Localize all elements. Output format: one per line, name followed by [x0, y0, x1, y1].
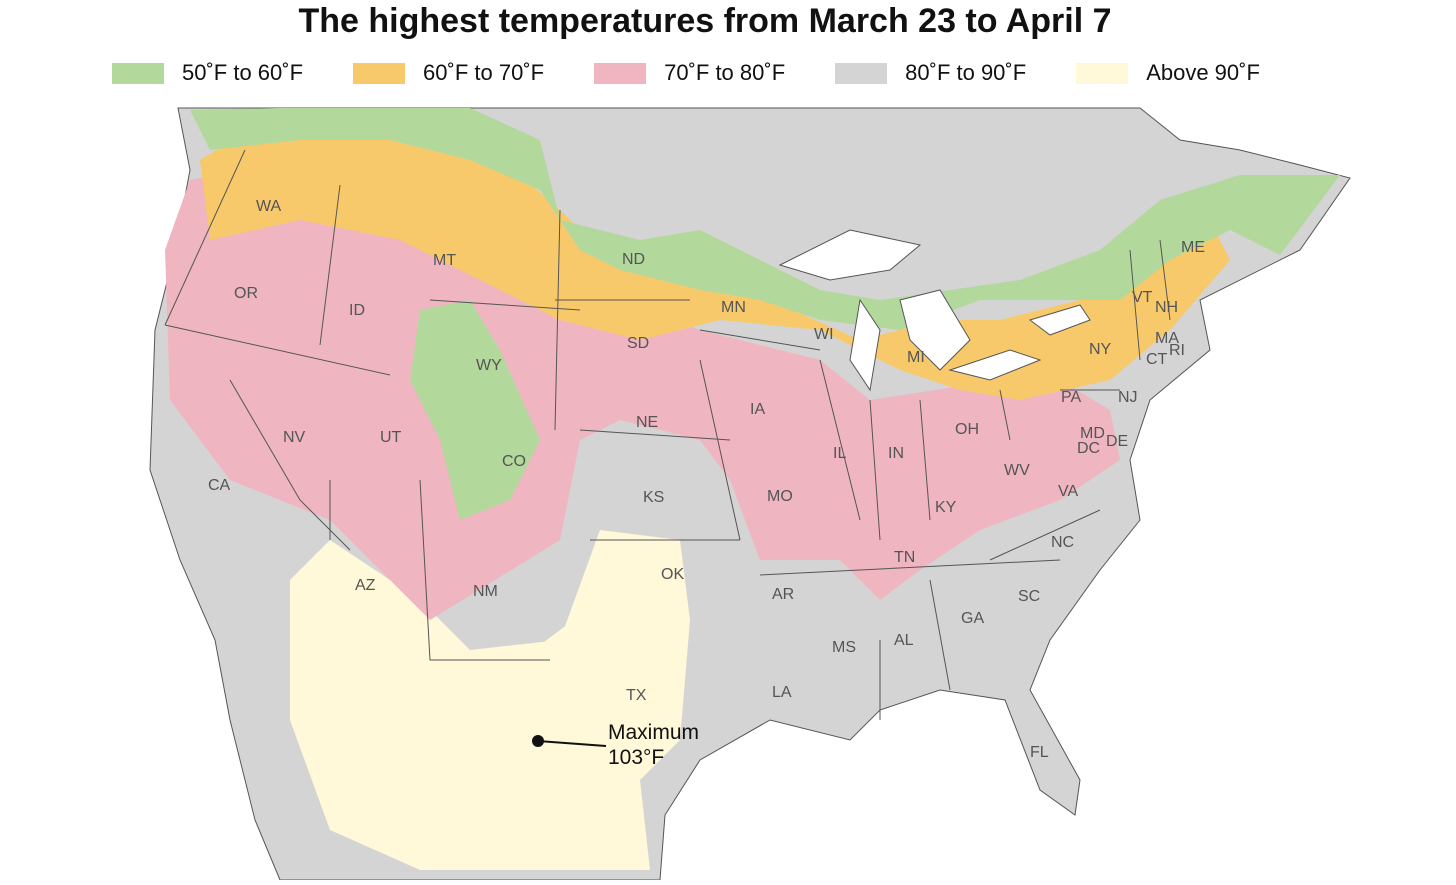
- state-label-al: AL: [894, 632, 914, 649]
- legend-swatch: [1076, 62, 1129, 84]
- legend-item-50-60: 50˚F to 60˚F: [112, 60, 303, 86]
- state-label-ne: NE: [636, 414, 658, 431]
- state-label-nd: ND: [622, 251, 645, 268]
- legend-label: Above 90˚F: [1146, 60, 1260, 85]
- legend-item-80-90: 80˚F to 90˚F: [835, 60, 1026, 86]
- state-label-az: AZ: [355, 577, 376, 594]
- legend-item-70-80: 70˚F to 80˚F: [594, 60, 785, 86]
- map-title: The highest temperatures from March 23 t…: [298, 2, 1112, 40]
- state-label-id: ID: [349, 302, 365, 319]
- state-label-dc: DC: [1077, 440, 1100, 457]
- state-label-nv: NV: [283, 429, 306, 446]
- state-label-ar: AR: [772, 586, 794, 603]
- state-label-vt: VT: [1132, 289, 1153, 306]
- legend-label: 60˚F to 70˚F: [423, 60, 545, 85]
- state-label-la: LA: [772, 684, 792, 701]
- zone-50-60-rockies: [410, 300, 540, 520]
- annotation-line-1: Maximum: [608, 721, 699, 744]
- state-label-nh: NH: [1155, 299, 1178, 316]
- annotation-line-2: 103°F: [608, 746, 664, 769]
- legend-swatch: [112, 62, 164, 84]
- great-lakes: [778, 229, 1091, 392]
- state-label-pa: PA: [1061, 389, 1081, 406]
- state-label-ia: IA: [750, 401, 765, 418]
- annotation-leader-line: [537, 740, 607, 747]
- state-label-ok: OK: [661, 566, 684, 583]
- state-label-ut: UT: [380, 429, 402, 446]
- state-label-ma: MA: [1155, 330, 1179, 347]
- legend-swatch: [835, 62, 888, 84]
- state-label-or: OR: [234, 285, 258, 302]
- zone-50-60: [190, 108, 1340, 330]
- state-label-ct: CT: [1146, 351, 1168, 368]
- state-label-mi: MI: [907, 349, 925, 366]
- legend: 50˚F to 60˚F 60˚F to 70˚F 70˚F to 80˚F 8…: [112, 60, 1310, 86]
- state-label-wv: WV: [1004, 462, 1030, 479]
- legend-item-above-90: Above 90˚F: [1076, 60, 1260, 86]
- zone-above-90-texas: [500, 600, 680, 800]
- legend-swatch: [353, 62, 406, 84]
- legend-label: 50˚F to 60˚F: [182, 60, 304, 85]
- state-label-ny: NY: [1089, 341, 1112, 358]
- max-temp-annotation: Maximum 103°F: [532, 721, 699, 769]
- state-label-nm: NM: [473, 583, 498, 600]
- state-label-de: DE: [1106, 433, 1128, 450]
- state-label-ga: GA: [961, 610, 984, 627]
- legend-swatch: [594, 62, 647, 84]
- state-label-co: CO: [502, 453, 526, 470]
- state-label-mo: MO: [767, 488, 793, 505]
- state-label-wi: WI: [814, 326, 834, 343]
- state-label-fl: FL: [1030, 744, 1049, 761]
- legend-label: 80˚F to 90˚F: [905, 60, 1027, 85]
- state-label-tn: TN: [894, 549, 915, 566]
- state-label-ky: KY: [935, 499, 957, 516]
- zone-60-70: [200, 120, 1230, 400]
- state-label-me: ME: [1181, 239, 1205, 256]
- state-label-wy: WY: [476, 357, 502, 374]
- state-label-sd: SD: [627, 335, 649, 352]
- state-label-mt: MT: [433, 252, 456, 269]
- state-label-ri: RI: [1169, 342, 1185, 359]
- state-label-nj: NJ: [1118, 389, 1138, 406]
- temperature-map: WA OR CA ID MT WY NV UT CO AZ NM ND SD N…: [149, 107, 1351, 880]
- state-label-nc: NC: [1051, 534, 1074, 551]
- zone-70-80: [165, 160, 1120, 620]
- legend-item-60-70: 60˚F to 70˚F: [353, 60, 544, 86]
- state-labels: WA OR CA ID MT WY NV UT CO AZ NM ND SD N…: [208, 198, 1205, 761]
- state-label-sc: SC: [1018, 588, 1040, 605]
- state-label-oh: OH: [955, 421, 979, 438]
- state-label-mn: MN: [721, 299, 746, 316]
- legend-label: 70˚F to 80˚F: [664, 60, 786, 85]
- state-label-md: MD: [1080, 425, 1105, 442]
- state-label-ca: CA: [208, 477, 231, 494]
- state-label-ms: MS: [832, 639, 856, 656]
- state-label-va: VA: [1058, 483, 1078, 500]
- state-label-tx: TX: [626, 687, 647, 704]
- state-label-il: IL: [833, 445, 846, 462]
- state-label-wa: WA: [256, 198, 282, 215]
- state-borders: [164, 149, 1171, 720]
- state-label-ks: KS: [643, 489, 664, 506]
- state-label-in: IN: [888, 445, 904, 462]
